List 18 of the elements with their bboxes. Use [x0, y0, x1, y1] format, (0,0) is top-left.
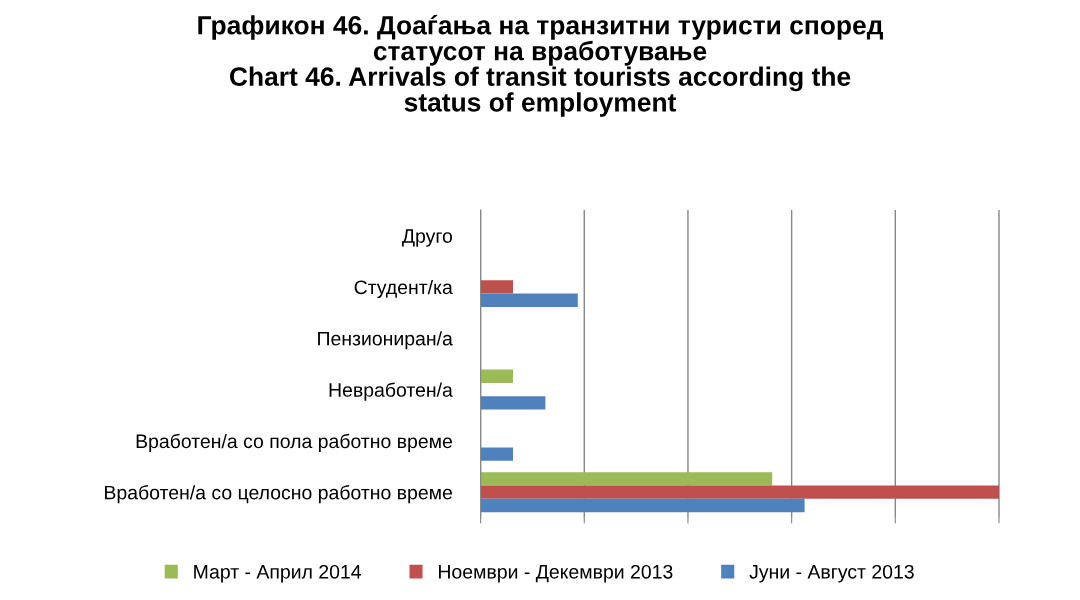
y-tick-label: Вработен/а со целосно работно време — [105, 485, 452, 504]
bar — [480, 369, 513, 383]
legend-label: Ноември - Декември 2013 — [439, 564, 673, 583]
bar — [480, 447, 513, 461]
y-tick-label: Вработен/а со пола работно време — [136, 433, 452, 453]
legend-label: Јуни - Август 2013 — [749, 564, 914, 583]
chart-title: Графикон 46. Доаѓања на транзитни туристи според статусот на вработување Chart 46. Arrivals of transit tourists according the status of employment — [198, 15, 883, 117]
bar — [480, 293, 578, 307]
bar — [480, 472, 773, 486]
y-tick-label: Друго — [402, 229, 453, 247]
legend-label: Март - Април 2014 — [194, 564, 362, 583]
y-tick-label: Невработен/а — [329, 382, 453, 401]
y-tick-label: Пензиониран/а — [318, 331, 453, 350]
bar — [480, 498, 805, 513]
y-tick-label: Студент/ка — [354, 279, 453, 299]
bar — [480, 485, 999, 499]
bar — [480, 396, 546, 410]
bar — [480, 280, 513, 294]
